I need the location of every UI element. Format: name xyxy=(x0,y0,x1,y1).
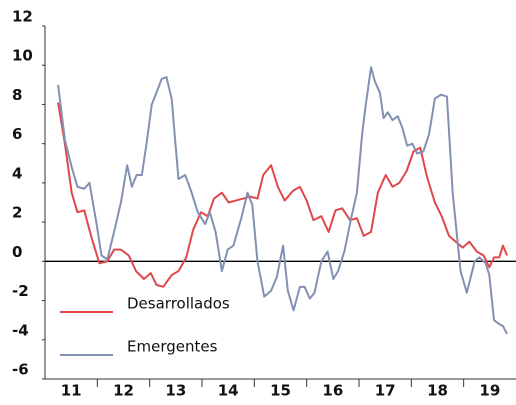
legend-label: Emergentes xyxy=(127,338,218,356)
y-tick-label: 4 xyxy=(12,164,22,182)
x-tick-label: 17 xyxy=(375,382,396,400)
y-tick-label: 0 xyxy=(12,243,22,261)
x-tick-label: 14 xyxy=(218,382,239,400)
y-tick-label: -2 xyxy=(12,282,29,300)
y-tick-label: 2 xyxy=(12,204,22,222)
x-tick-label: 11 xyxy=(61,382,82,400)
x-tick-label: 13 xyxy=(165,382,186,400)
y-tick-label: -6 xyxy=(12,361,29,379)
y-tick-label: -4 xyxy=(12,321,29,339)
legend-label: Desarrollados xyxy=(127,295,230,313)
y-tick-label: 8 xyxy=(12,86,22,104)
y-tick-label: 6 xyxy=(12,125,22,143)
y-tick-label: 12 xyxy=(12,8,33,26)
x-tick-label: 16 xyxy=(322,382,343,400)
x-tick-label: 12 xyxy=(113,382,134,400)
x-tick-label: 19 xyxy=(479,382,500,400)
x-tick-label: 18 xyxy=(427,382,448,400)
series-line xyxy=(57,102,509,288)
series-line xyxy=(57,66,508,335)
x-tick-label: 15 xyxy=(270,382,291,400)
y-tick-label: 10 xyxy=(12,47,33,65)
